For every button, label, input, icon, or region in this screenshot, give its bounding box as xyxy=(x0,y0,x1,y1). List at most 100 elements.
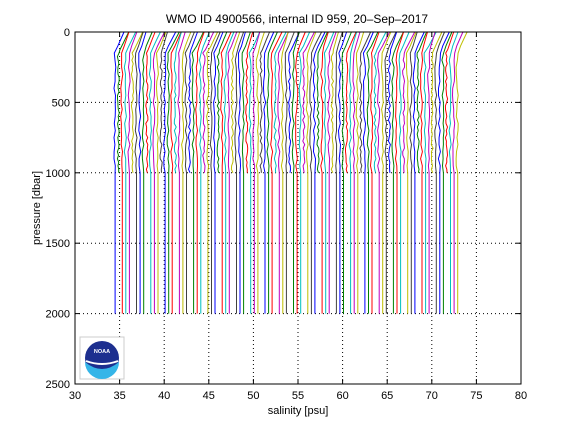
profile-line xyxy=(287,31,300,173)
profile-line xyxy=(230,31,241,173)
x-tick-label: 35 xyxy=(113,390,125,402)
profile-line xyxy=(198,31,210,314)
profile-line xyxy=(337,31,348,314)
profile-line xyxy=(352,31,361,314)
profile-line xyxy=(266,31,278,314)
chart-title: WMO ID 4900566, internal ID 959, 20–Sep–… xyxy=(166,12,428,26)
profile-line xyxy=(138,31,147,314)
profile-line xyxy=(223,31,235,314)
profile-line xyxy=(252,31,261,314)
profile-line xyxy=(305,31,317,314)
profile-line xyxy=(405,31,417,314)
profile-line xyxy=(302,31,315,173)
profile-line xyxy=(444,31,455,173)
x-axis-label: salinity [psu] xyxy=(268,405,329,417)
profile-line xyxy=(362,31,374,314)
noaa-logo: NOAA xyxy=(79,336,125,380)
profile-line xyxy=(348,31,358,314)
x-tick-label: 40 xyxy=(158,390,170,402)
profile-line xyxy=(448,31,459,314)
profile-line xyxy=(341,31,352,314)
profile-line xyxy=(369,31,380,314)
x-tick-label: 30 xyxy=(69,390,81,402)
profile-line xyxy=(394,31,405,314)
profile-line xyxy=(423,31,437,314)
profile-line xyxy=(402,31,416,173)
profile-line xyxy=(177,31,186,314)
profile-line xyxy=(373,31,387,173)
profile-lines xyxy=(113,31,468,314)
profile-line xyxy=(120,31,130,314)
profile-line xyxy=(455,31,468,314)
profile-line xyxy=(323,31,335,314)
profile-line xyxy=(123,31,137,314)
profile-line xyxy=(245,31,254,173)
profile-line xyxy=(345,31,357,173)
profile-line xyxy=(291,31,300,314)
profile-line xyxy=(359,31,372,173)
profile-line xyxy=(419,31,428,314)
profile-line xyxy=(173,31,182,173)
y-axis-label: pressure [dbar] xyxy=(31,171,43,245)
x-tick-label: 80 xyxy=(515,390,527,402)
profile-line xyxy=(430,31,443,173)
profile-line xyxy=(205,31,219,314)
svg-text:NOAA: NOAA xyxy=(94,349,110,355)
profile-line xyxy=(320,31,329,314)
profile-line xyxy=(427,31,436,314)
profile-line xyxy=(202,31,215,173)
profile-line xyxy=(387,31,398,173)
profile-line xyxy=(255,31,265,314)
profile-line xyxy=(312,31,326,314)
profile-line xyxy=(434,31,445,314)
profile-line xyxy=(213,31,224,314)
profile-line xyxy=(209,31,221,314)
profile-line xyxy=(384,31,397,314)
x-tick-label: 70 xyxy=(426,390,438,402)
profile-line xyxy=(216,31,228,173)
y-tick-label: 2000 xyxy=(46,309,70,321)
profile-line xyxy=(273,31,287,173)
profile-line xyxy=(259,31,270,173)
profile-line xyxy=(298,31,311,314)
profile-line xyxy=(237,31,246,314)
profile-line xyxy=(380,31,392,314)
y-tick-label: 500 xyxy=(52,97,70,109)
profile-line xyxy=(191,31,204,314)
profile-line xyxy=(220,31,232,314)
profile-line xyxy=(170,31,182,314)
profile-line xyxy=(377,31,391,314)
profile-line xyxy=(163,31,177,314)
profile-line xyxy=(166,31,180,314)
profile-line xyxy=(116,31,130,173)
y-tick-label: 1500 xyxy=(46,238,70,250)
y-tick-label: 1000 xyxy=(46,168,70,180)
plot-area-border xyxy=(74,31,522,385)
profile-line xyxy=(227,31,238,314)
y-tick-label: 2500 xyxy=(46,379,70,391)
profile-line xyxy=(159,31,168,173)
profile-line xyxy=(187,31,198,174)
x-tick-label: 75 xyxy=(470,390,482,402)
profile-line xyxy=(280,31,289,314)
profile-line xyxy=(391,31,404,314)
profile-line xyxy=(113,31,125,314)
profile-line xyxy=(366,31,379,314)
profile-line xyxy=(284,31,295,314)
profile-line xyxy=(152,31,166,314)
profile-line xyxy=(181,31,192,314)
profile-line xyxy=(130,31,144,173)
profile-line xyxy=(309,31,323,314)
profile-line xyxy=(451,31,464,314)
profile-line xyxy=(234,31,245,314)
grid-lines xyxy=(75,32,521,384)
profile-line xyxy=(148,31,161,314)
profile-line xyxy=(355,31,365,314)
x-tick-label: 60 xyxy=(336,390,348,402)
profile-line xyxy=(270,31,283,314)
profile-line xyxy=(441,31,453,314)
profile-line xyxy=(398,31,410,314)
profile-line xyxy=(262,31,275,314)
axis-ticks: 30 35 40 45 50 55 60 65 70 75 80 0 500 1000 1500 2000 25… xyxy=(46,27,528,402)
